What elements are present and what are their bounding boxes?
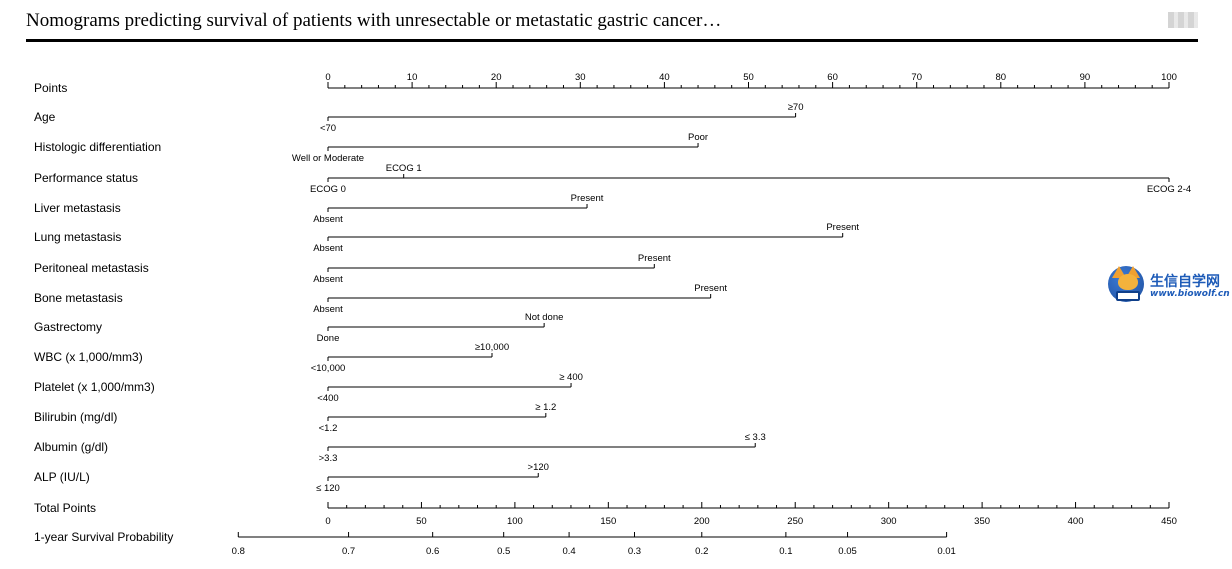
variable-level-label: Present (694, 283, 727, 294)
survival-tick-label: 0.4 (562, 546, 575, 557)
total-points-tick-label: 350 (974, 516, 990, 527)
variable-level-label: ≥ 400 (559, 372, 583, 383)
variable-level-label: <400 (317, 393, 338, 404)
points-tick-label: 70 (911, 72, 922, 83)
points-tick-label: 20 (491, 72, 502, 83)
variable-level-label: ≥ 1.2 (535, 402, 556, 413)
points-tick-label: 90 (1080, 72, 1091, 83)
total-points-axis-label: Total Points (34, 501, 96, 515)
points-tick-label: 0 (325, 72, 330, 83)
variable-level-label: Not done (525, 312, 564, 323)
variable-level-label: ≤ 120 (316, 483, 340, 494)
survival-tick-label: 0.8 (232, 546, 245, 557)
points-tick-label: 60 (827, 72, 838, 83)
survival-tick-label: 0.5 (497, 546, 510, 557)
points-tick-label: 50 (743, 72, 754, 83)
total-points-tick-label: 100 (507, 516, 523, 527)
variable-label: Liver metastasis (34, 201, 121, 215)
watermark-url: www.biowolf.cn (1150, 289, 1230, 299)
points-tick-label: 100 (1161, 72, 1177, 83)
survival-tick-label: 0.2 (695, 546, 708, 557)
variable-label: Peritoneal metastasis (34, 261, 149, 275)
variable-label: Age (34, 110, 56, 124)
survival-tick-label: 0.7 (342, 546, 355, 557)
variable-label: Performance status (34, 171, 138, 185)
variable-level-label: <10,000 (311, 363, 346, 374)
variable-level-label: Absent (313, 214, 343, 225)
variable-level-label: <70 (320, 123, 336, 134)
variable-level-label: Present (571, 193, 604, 204)
variable-label: WBC (x 1,000/mm3) (34, 350, 143, 364)
points-tick-label: 10 (407, 72, 418, 83)
variable-level-label: Absent (313, 304, 343, 315)
variable-level-label: Present (638, 253, 671, 264)
variable-level-label: Absent (313, 243, 343, 254)
points-tick-label: 40 (659, 72, 670, 83)
blurred-icon (1168, 12, 1198, 28)
variable-label: Platelet (x 1,000/mm3) (34, 380, 155, 394)
watermark-logo: 生信自学网 www.biowolf.cn (1106, 262, 1232, 308)
variable-label: Bilirubin (mg/dl) (34, 410, 117, 424)
survival-tick-label: 0.01 (937, 546, 956, 557)
total-points-tick-label: 150 (600, 516, 616, 527)
points-axis-label: Points (34, 81, 67, 95)
total-points-tick-label: 300 (881, 516, 897, 527)
total-points-tick-label: 400 (1068, 516, 1084, 527)
variable-level-label: <1.2 (319, 423, 338, 434)
variable-level-label: >3.3 (319, 453, 338, 464)
total-points-tick-label: 50 (416, 516, 427, 527)
variable-label: ALP (IU/L) (34, 470, 90, 484)
variable-level-label: ≥70 (788, 102, 804, 113)
survival-tick-label: 0.05 (838, 546, 857, 557)
variable-level-label: Poor (688, 132, 708, 143)
page-title: Nomograms predicting survival of patient… (26, 10, 722, 31)
total-points-tick-label: 0 (325, 516, 330, 527)
header-divider (26, 39, 1198, 42)
total-points-tick-label: 450 (1161, 516, 1177, 527)
points-tick-label: 30 (575, 72, 586, 83)
total-points-tick-label: 200 (694, 516, 710, 527)
page-header: Nomograms predicting survival of patient… (26, 8, 1198, 42)
points-tick-label: 80 (996, 72, 1007, 83)
variable-level-label: ECOG 0 (310, 184, 346, 195)
survival-tick-label: 0.1 (779, 546, 792, 557)
variable-level-label: Absent (313, 274, 343, 285)
variable-level-label: ≥10,000 (475, 342, 509, 353)
variable-label: Albumin (g/dl) (34, 440, 108, 454)
variable-label: Histologic differentiation (34, 140, 161, 154)
wolf-logo-icon (1108, 266, 1144, 302)
variable-level-label: Well or Moderate (292, 153, 364, 164)
watermark-brand: 生信自学网 (1150, 274, 1220, 290)
variable-label: Gastrectomy (34, 320, 102, 334)
variable-level-label: Done (317, 333, 340, 344)
variable-label: Lung metastasis (34, 230, 121, 244)
variable-level-label: Present (826, 222, 859, 233)
variable-label: Bone metastasis (34, 291, 123, 305)
survival-axis-label: 1-year Survival Probability (34, 530, 173, 544)
variable-level-label: ≤ 3.3 (745, 432, 766, 443)
survival-tick-label: 0.6 (426, 546, 439, 557)
variable-level-label: >120 (528, 462, 549, 473)
survival-tick-label: 0.3 (628, 546, 641, 557)
variable-level-label: ECOG 1 (386, 163, 422, 174)
variable-level-label: ECOG 2-4 (1147, 184, 1191, 195)
total-points-tick-label: 250 (787, 516, 803, 527)
